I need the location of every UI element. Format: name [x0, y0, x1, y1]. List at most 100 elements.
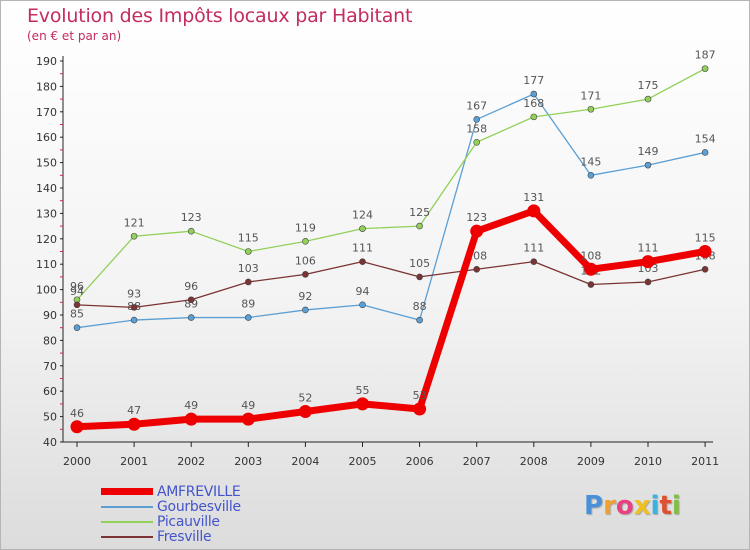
x-tick-label: 2001: [120, 455, 148, 468]
data-label-amfreville: 123: [466, 211, 487, 224]
data-point-fresville: [530, 258, 538, 265]
data-label-fresville: 94: [70, 285, 84, 298]
x-tick-label: 2003: [234, 455, 262, 468]
data-point-gourbesville: [701, 149, 709, 156]
data-label-picauville: 168: [523, 97, 544, 110]
x-tick-label: 2008: [520, 455, 548, 468]
data-point-amfreville: [70, 420, 84, 434]
series-line-picauville: [76, 68, 706, 301]
data-point-amfreville: [241, 412, 255, 426]
legend-item-picauville: Picauville: [101, 513, 241, 530]
data-label-fresville: 111: [523, 242, 544, 255]
data-point-amfreville: [127, 417, 141, 431]
data-point-amfreville: [641, 255, 655, 269]
x-tick-label: 2002: [177, 455, 205, 468]
data-label-gourbesville: 94: [356, 285, 370, 298]
data-point-fresville: [359, 258, 366, 265]
y-tick-label: 50: [43, 411, 57, 424]
y-tick-label: 100: [36, 284, 57, 297]
data-point-amfreville: [698, 245, 712, 258]
data-point-picauville: [701, 65, 709, 72]
data-point-picauville: [644, 95, 652, 103]
data-point-fresville: [73, 301, 81, 309]
data-point-amfreville: [584, 262, 598, 276]
data-point-picauville: [587, 105, 595, 113]
data-label-amfreville: 108: [580, 249, 601, 262]
data-point-fresville: [245, 278, 252, 286]
data-point-amfreville: [184, 412, 198, 426]
legend-label-picauville: Picauville: [157, 513, 220, 530]
data-point-picauville: [130, 232, 138, 240]
data-point-gourbesville: [359, 301, 366, 309]
series-line-amfreville: [76, 207, 706, 431]
data-point-fresville: [587, 281, 595, 288]
data-label-amfreville: 47: [127, 404, 141, 417]
legend-item-amfreville: AMFREVILLE: [101, 484, 241, 500]
data-label-amfreville: 46: [70, 407, 84, 420]
legend: AMFREVILLE Gourbesville Picauville Fresvill…: [101, 484, 241, 545]
data-label-amfreville: 111: [638, 242, 659, 255]
data-label-picauville: 96: [70, 280, 84, 293]
data-point-amfreville: [470, 224, 484, 238]
data-point-picauville: [245, 248, 252, 255]
x-tick-label: 2000: [63, 455, 91, 468]
data-point-fresville: [187, 296, 195, 304]
data-label-gourbesville: 85: [70, 308, 84, 321]
data-label-fresville: 106: [295, 254, 316, 267]
data-label-picauville: 171: [580, 89, 601, 102]
data-label-fresville: 96: [184, 280, 198, 293]
x-tick-label: 2007: [463, 455, 491, 468]
data-label-gourbesville: 167: [466, 99, 487, 112]
data-label-gourbesville: 88: [413, 300, 427, 313]
data-label-picauville: 115: [238, 232, 259, 245]
data-point-picauville: [530, 113, 538, 121]
data-point-fresville: [701, 265, 709, 273]
proxiti-logo: Proxiti: [584, 491, 681, 521]
data-point-gourbesville: [587, 172, 595, 179]
data-label-amfreville: 49: [241, 399, 255, 412]
y-tick-label: 130: [36, 207, 57, 220]
y-tick-label: 80: [43, 334, 57, 347]
data-point-picauville: [416, 222, 423, 230]
data-label-picauville: 187: [695, 49, 716, 62]
y-tick-label: 170: [36, 106, 57, 119]
data-point-picauville: [187, 227, 195, 235]
data-point-fresville: [302, 271, 309, 278]
legend-label-fresville: Fresville: [157, 528, 212, 545]
data-point-amfreville: [527, 204, 541, 218]
data-label-fresville: 105: [409, 257, 430, 270]
series-line-fresville: [76, 261, 706, 309]
x-tick-label: 2005: [349, 455, 377, 468]
data-label-amfreville: 52: [298, 392, 312, 405]
data-point-fresville: [416, 273, 423, 281]
data-point-gourbesville: [187, 314, 195, 321]
legend-swatch-fresville: [101, 535, 153, 538]
series-line-gourbesville: [76, 93, 706, 329]
data-point-gourbesville: [644, 161, 652, 169]
y-tick-label: 160: [36, 131, 57, 144]
data-point-picauville: [302, 238, 309, 245]
y-tick-label: 120: [36, 233, 57, 246]
data-point-gourbesville: [530, 90, 538, 98]
y-tick-label: 60: [43, 385, 57, 398]
data-point-gourbesville: [73, 324, 81, 332]
x-tick-label: 2009: [577, 455, 605, 468]
x-tick-label: 2006: [406, 455, 434, 468]
data-label-amfreville: 55: [356, 384, 370, 397]
data-label-amfreville: 115: [695, 232, 716, 245]
x-tick-label: 2010: [634, 455, 662, 468]
data-label-fresville: 111: [352, 242, 373, 255]
y-tick-label: 40: [43, 436, 57, 449]
data-label-picauville: 158: [466, 122, 487, 135]
data-point-picauville: [473, 138, 481, 146]
data-point-picauville: [359, 225, 366, 232]
data-point-gourbesville: [245, 314, 252, 321]
y-tick-label: 180: [36, 80, 57, 93]
data-point-gourbesville: [302, 306, 309, 314]
data-label-gourbesville: 89: [241, 298, 255, 311]
data-label-gourbesville: 149: [638, 145, 659, 158]
y-tick-label: 110: [36, 258, 57, 271]
legend-swatch-gourbesville: [101, 505, 153, 508]
